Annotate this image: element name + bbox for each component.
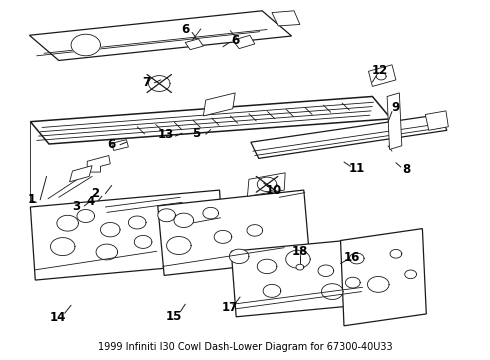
Polygon shape [71, 34, 100, 56]
Text: 10: 10 [265, 184, 282, 197]
Polygon shape [387, 93, 402, 149]
Text: 9: 9 [392, 101, 400, 114]
Polygon shape [229, 249, 249, 264]
Polygon shape [296, 264, 304, 270]
Polygon shape [167, 237, 191, 255]
Text: 6: 6 [108, 138, 116, 150]
Polygon shape [345, 277, 360, 288]
Polygon shape [376, 73, 386, 80]
Polygon shape [272, 11, 300, 26]
Polygon shape [405, 270, 416, 279]
Polygon shape [286, 250, 310, 268]
Polygon shape [251, 114, 447, 158]
Polygon shape [247, 173, 285, 196]
Polygon shape [148, 76, 170, 91]
Text: 12: 12 [371, 64, 388, 77]
Polygon shape [257, 177, 277, 192]
Text: 5: 5 [192, 127, 200, 140]
Text: 15: 15 [166, 310, 182, 323]
Polygon shape [70, 166, 92, 182]
Polygon shape [368, 276, 389, 292]
Text: 2: 2 [92, 187, 99, 200]
Text: 11: 11 [348, 162, 365, 175]
Polygon shape [368, 65, 396, 86]
Polygon shape [257, 259, 277, 274]
Polygon shape [100, 222, 120, 237]
Polygon shape [341, 229, 426, 326]
Text: 4: 4 [87, 195, 95, 208]
Text: 3: 3 [72, 201, 80, 213]
Text: 1: 1 [28, 193, 36, 206]
Polygon shape [87, 156, 110, 172]
Polygon shape [30, 190, 224, 280]
Polygon shape [214, 230, 232, 243]
Polygon shape [321, 284, 343, 300]
Polygon shape [30, 96, 391, 144]
Polygon shape [29, 11, 292, 60]
Text: 14: 14 [49, 311, 66, 324]
Text: 13: 13 [157, 129, 174, 141]
Polygon shape [134, 235, 152, 248]
Text: 16: 16 [343, 251, 360, 264]
Polygon shape [158, 209, 175, 222]
Polygon shape [158, 190, 310, 275]
Polygon shape [77, 210, 95, 222]
Polygon shape [349, 253, 364, 264]
Text: 6: 6 [231, 34, 239, 47]
Polygon shape [185, 39, 203, 50]
Polygon shape [203, 93, 235, 116]
Polygon shape [318, 265, 334, 276]
Text: 8: 8 [403, 163, 411, 176]
Polygon shape [247, 225, 263, 236]
Polygon shape [112, 140, 128, 150]
Polygon shape [57, 215, 78, 231]
Text: 6: 6 [181, 23, 189, 36]
Text: 7: 7 [142, 76, 150, 89]
Text: 17: 17 [221, 301, 238, 314]
Polygon shape [50, 238, 75, 256]
Text: 1999 Infiniti I30 Cowl Dash-Lower Diagram for 67300-40U33: 1999 Infiniti I30 Cowl Dash-Lower Diagra… [98, 342, 392, 352]
Polygon shape [233, 35, 255, 49]
Polygon shape [174, 213, 194, 228]
Polygon shape [128, 216, 146, 229]
Text: 18: 18 [292, 246, 308, 258]
Polygon shape [203, 207, 219, 219]
Polygon shape [263, 284, 281, 297]
Polygon shape [425, 111, 448, 130]
Polygon shape [96, 244, 118, 260]
Polygon shape [231, 238, 381, 317]
Polygon shape [390, 249, 402, 258]
